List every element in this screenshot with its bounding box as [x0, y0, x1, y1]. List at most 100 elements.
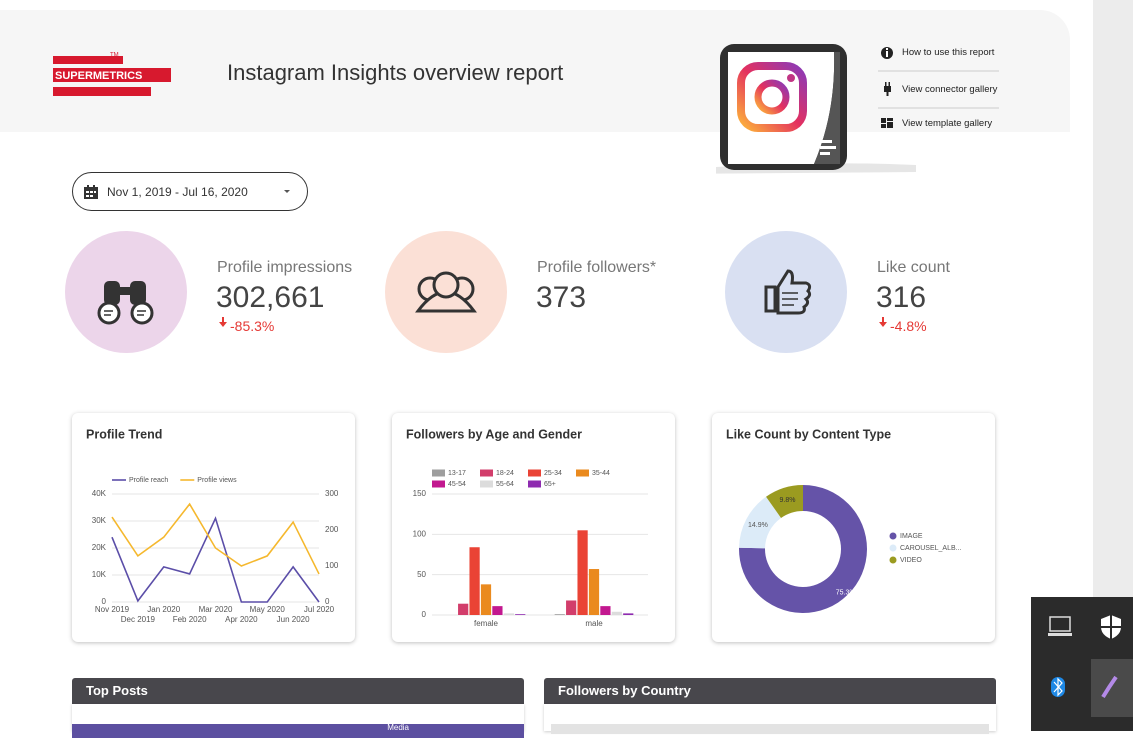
- map: [551, 724, 989, 734]
- kpi-change: -4.8%: [890, 318, 927, 334]
- pie-slice: [739, 485, 867, 613]
- legend-label: 35-44: [592, 470, 610, 477]
- bar: [577, 530, 588, 615]
- link-template-gallery[interactable]: View template gallery: [902, 118, 993, 129]
- link-icons: [878, 47, 999, 128]
- bar: [492, 606, 503, 615]
- kpi-value: 302,661: [216, 281, 325, 314]
- kpi-value: 373: [536, 281, 587, 314]
- legend-swatch: [480, 469, 493, 477]
- bar: [611, 611, 622, 615]
- y2-tick-label: 300: [325, 489, 339, 498]
- calendar-icon: [84, 185, 98, 199]
- report-title: Instagram Insights overview report: [227, 60, 564, 85]
- trademark: TM: [110, 53, 119, 59]
- chart-title: Followers by Age and Gender: [406, 427, 582, 441]
- kpi-label: Profile impressions: [217, 259, 353, 276]
- legend-swatch: [432, 480, 445, 488]
- pie-slice: [766, 485, 803, 518]
- dropdown-arrow: [284, 190, 290, 193]
- bar: [515, 614, 526, 615]
- legend-label: 65+: [544, 481, 556, 488]
- logo: SUPERMETRICS TM: [53, 53, 171, 96]
- date-picker[interactable]: Nov 1, 2019 - Jul 16, 2020: [72, 172, 308, 211]
- kpi-value: 316: [876, 281, 927, 314]
- kpi-change: -85.3%: [230, 318, 275, 334]
- chart-card: Profile Trend 0 10K 20K 30K 40K 0 100 200 300 Nov …: [72, 413, 355, 642]
- y-tick-label: 30K: [92, 516, 107, 525]
- y-tick-label: 0: [422, 610, 427, 619]
- line-series: [111, 502, 320, 575]
- y-tick-label: 10K: [92, 570, 107, 579]
- legend-swatch: [889, 532, 897, 540]
- x-tick-label: male: [585, 619, 603, 628]
- legend-label: 55-64: [496, 481, 514, 488]
- x-tick-label: Jan 2020: [147, 605, 180, 614]
- bar: [503, 613, 514, 615]
- bar: [588, 569, 600, 615]
- chart: Profile Trend 0 10K 20K 30K 40K 0 100 200 300 Nov …: [86, 427, 339, 624]
- bar: [480, 584, 492, 615]
- x-tick-label: Nov 2019: [95, 605, 130, 614]
- chart: Followers by Age and Gender 0 50 100 150 fema…: [406, 427, 648, 628]
- legend-swatch: [432, 469, 445, 477]
- legend-label: CAROUSEL_ALB...: [900, 545, 962, 552]
- bar: [623, 613, 634, 615]
- link-how-to[interactable]: How to use this report: [902, 47, 995, 58]
- logo-text: SUPERMETRICS: [55, 70, 142, 82]
- date-range: Nov 1, 2019 - Jul 16, 2020: [107, 185, 248, 199]
- data-label: 9.8%: [780, 497, 796, 504]
- y2-tick-label: 200: [325, 525, 339, 534]
- bar: [458, 603, 469, 615]
- legend-label: 45-54: [448, 481, 466, 488]
- legend-swatch: [480, 480, 493, 488]
- kpi-label: Profile followers*: [537, 259, 657, 276]
- x-tick-label: female: [474, 619, 499, 628]
- line-series: [111, 516, 320, 603]
- legend-swatch: [528, 469, 541, 477]
- bar: [469, 547, 480, 615]
- data-label: 75.3%: [836, 589, 856, 596]
- x-tick-label: Jun 2020: [277, 615, 310, 624]
- y-tick-label: 150: [413, 489, 427, 498]
- legend-label: Profile views: [197, 477, 237, 484]
- kpi-label: Like count: [877, 259, 950, 276]
- legend-label: 18-24: [496, 470, 514, 477]
- y-tick-label: 20K: [92, 543, 107, 552]
- section-header: Followers by Country: [544, 678, 996, 704]
- section-header: Top Posts: [72, 678, 524, 704]
- link-connector-gallery[interactable]: View connector gallery: [902, 84, 998, 95]
- x-tick-label: Dec 2019: [121, 615, 156, 624]
- x-tick-label: Mar 2020: [199, 605, 233, 614]
- legend-label: Profile reach: [129, 477, 168, 484]
- legend-swatch: [528, 480, 541, 488]
- instagram-badge: [716, 44, 916, 174]
- x-tick-label: Jul 2020: [304, 605, 335, 614]
- y2-tick-label: 100: [325, 561, 339, 570]
- chart: Like Count by Content Type 75.3% 14.9% 9.8%…: [726, 427, 962, 613]
- chart-title: Like Count by Content Type: [726, 427, 891, 441]
- y-tick-label: 50: [417, 570, 426, 579]
- legend-label: VIDEO: [900, 557, 922, 564]
- bar: [566, 600, 577, 615]
- x-tick-label: May 2020: [250, 605, 286, 614]
- legend-swatch: [889, 556, 897, 564]
- data-label: 14.9%: [748, 522, 768, 529]
- y-tick-label: 40K: [92, 489, 107, 498]
- bar: [554, 614, 565, 615]
- legend-label: 25-34: [544, 470, 562, 477]
- chart-card: Followers by Age and Gender 0 50 100 150 fema…: [392, 413, 675, 642]
- system-tray: [1031, 597, 1133, 731]
- y-tick-label: 100: [413, 529, 427, 538]
- x-tick-label: Apr 2020: [225, 615, 258, 624]
- bar: [600, 606, 611, 615]
- x-tick-label: Feb 2020: [173, 615, 207, 624]
- kpi-icons: [65, 231, 887, 353]
- table-header: Media: [72, 724, 524, 738]
- chart-card: Like Count by Content Type 75.3% 14.9% 9.8%…: [712, 413, 995, 642]
- pie-slice: [739, 496, 782, 549]
- y2-tick-label: 0: [325, 597, 330, 606]
- legend-label: IMAGE: [900, 533, 923, 540]
- y-tick-label: 0: [102, 597, 107, 606]
